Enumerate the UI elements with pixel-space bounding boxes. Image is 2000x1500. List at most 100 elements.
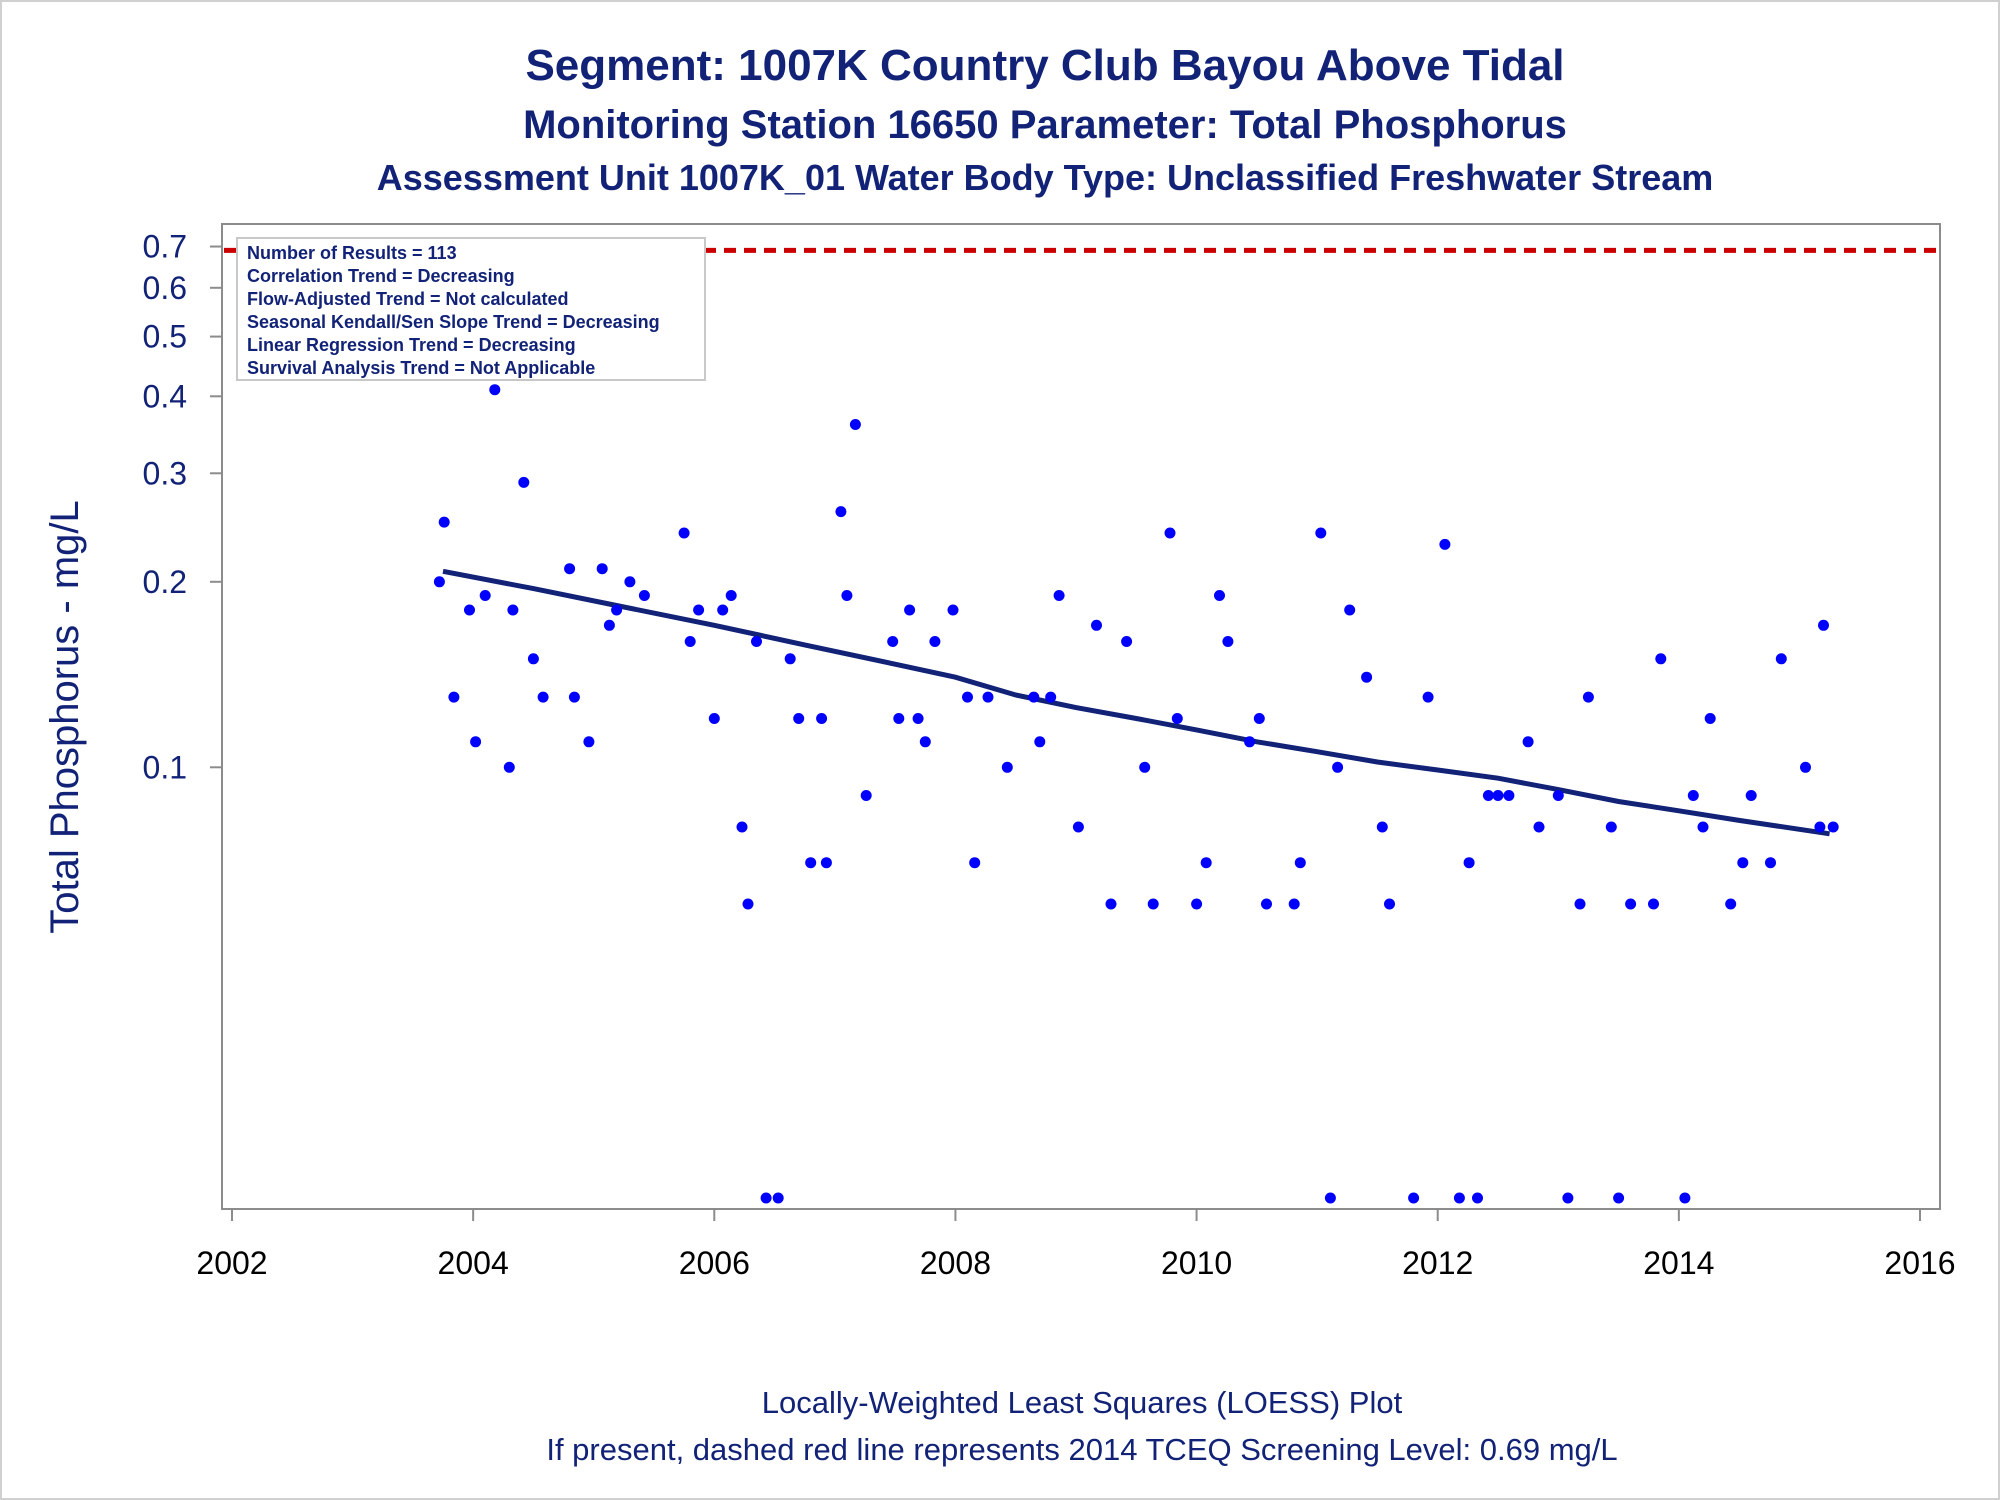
stats-box: Number of Results = 113 Correlation Tren… <box>236 237 706 381</box>
data-point <box>772 1192 784 1204</box>
data-point <box>860 790 872 801</box>
data-point <box>1244 736 1256 748</box>
data-point <box>1034 736 1046 748</box>
data-point <box>678 527 690 539</box>
x-tick-label: 2006 <box>679 1245 750 1281</box>
data-point <box>1605 821 1617 833</box>
y-tick-label: 0.7 <box>143 229 187 265</box>
stats-line: Survival Analysis Trend = Not Applicable <box>247 358 595 378</box>
stats-line: Seasonal Kendall/Sen Slope Trend = Decre… <box>247 312 660 332</box>
data-point <box>1613 1192 1625 1204</box>
x-tick-label: 2008 <box>920 1245 991 1281</box>
data-point <box>1315 527 1327 539</box>
data-point <box>1800 761 1811 773</box>
x-tick-label: 2016 <box>1884 1245 1955 1281</box>
data-point <box>1697 821 1709 833</box>
x-axis: 2002 2004 2006 2008 2010 2012 2014 2016 <box>196 1209 1956 1281</box>
data-point <box>962 691 973 703</box>
stats-box-background <box>236 237 706 381</box>
data-point <box>1492 790 1504 801</box>
data-point <box>1818 619 1829 631</box>
data-point <box>1191 898 1203 910</box>
data-point <box>1687 790 1699 801</box>
data-point <box>1725 898 1737 910</box>
data-point <box>489 384 501 396</box>
data-point <box>1655 653 1667 665</box>
data-point <box>1171 713 1183 724</box>
data-point <box>1384 898 1395 910</box>
data-point <box>841 590 853 601</box>
stats-line: Flow-Adjusted Trend = Not calculated <box>247 289 569 309</box>
data-point <box>893 713 905 724</box>
data-point <box>1376 821 1388 833</box>
data-point <box>603 619 615 631</box>
data-point <box>464 604 475 616</box>
data-point <box>1482 790 1494 801</box>
data-point <box>527 653 539 665</box>
stats-line: Number of Results = 113 <box>247 243 457 263</box>
data-point <box>1582 691 1594 703</box>
data-point <box>1408 1192 1420 1204</box>
x-tick-label: 2012 <box>1402 1245 1473 1281</box>
data-point <box>1439 538 1451 550</box>
data-point <box>1105 898 1117 910</box>
data-point <box>611 604 623 616</box>
data-point <box>1028 691 1040 703</box>
data-point <box>849 419 861 430</box>
data-point <box>1827 821 1839 833</box>
data-point <box>448 691 460 703</box>
data-point <box>1072 821 1084 833</box>
data-point <box>1001 761 1013 773</box>
data-point <box>1045 691 1057 703</box>
data-point <box>1324 1192 1336 1204</box>
data-point <box>820 857 832 869</box>
data-point <box>1574 898 1586 910</box>
data-point <box>518 476 530 488</box>
data-point <box>1625 898 1637 910</box>
data-point <box>1522 736 1534 748</box>
data-point <box>507 604 519 616</box>
data-point <box>1775 653 1787 665</box>
data-point <box>1737 857 1749 869</box>
data-point <box>1294 857 1306 869</box>
data-point <box>929 636 941 647</box>
data-point <box>1472 1192 1483 1204</box>
data-point <box>537 691 549 703</box>
data-point <box>904 604 916 616</box>
data-point <box>969 857 981 869</box>
data-point <box>693 604 705 616</box>
data-point <box>725 590 737 601</box>
data-point <box>816 713 828 724</box>
data-point <box>503 761 515 773</box>
x-tick-label: 2002 <box>196 1245 267 1281</box>
data-point <box>736 821 748 833</box>
data-point <box>564 563 576 575</box>
chart-subtitle: Monitoring Station 16650 Parameter: Tota… <box>523 103 1567 147</box>
data-point <box>1332 761 1344 773</box>
data-point <box>912 713 924 724</box>
data-point <box>1053 590 1065 601</box>
footnote-1: Locally-Weighted Least Squares (LOESS) P… <box>762 1385 1403 1420</box>
data-point <box>470 736 482 748</box>
data-point <box>805 857 817 869</box>
data-point <box>1679 1192 1691 1204</box>
data-point <box>1648 898 1659 910</box>
chart-subtitle-2: Assessment Unit 1007K_01 Water Body Type… <box>377 157 1714 198</box>
data-point <box>1091 619 1102 631</box>
data-point <box>438 516 450 528</box>
data-point <box>947 604 959 616</box>
data-point <box>433 576 445 588</box>
data-point <box>1121 636 1133 647</box>
footnote-2: If present, dashed red line represents 2… <box>546 1432 1617 1467</box>
x-tick-label: 2014 <box>1643 1245 1714 1281</box>
data-point <box>624 576 636 588</box>
data-point <box>1422 691 1434 703</box>
y-tick-label: 0.6 <box>143 270 187 306</box>
data-point <box>717 604 729 616</box>
loess-curve <box>442 568 1830 837</box>
data-point <box>1361 671 1373 683</box>
y-axis: 0.1 0.2 0.3 0.4 0.5 0.6 0.7 <box>143 229 222 785</box>
data-point <box>1261 898 1272 910</box>
data-point <box>596 563 608 575</box>
